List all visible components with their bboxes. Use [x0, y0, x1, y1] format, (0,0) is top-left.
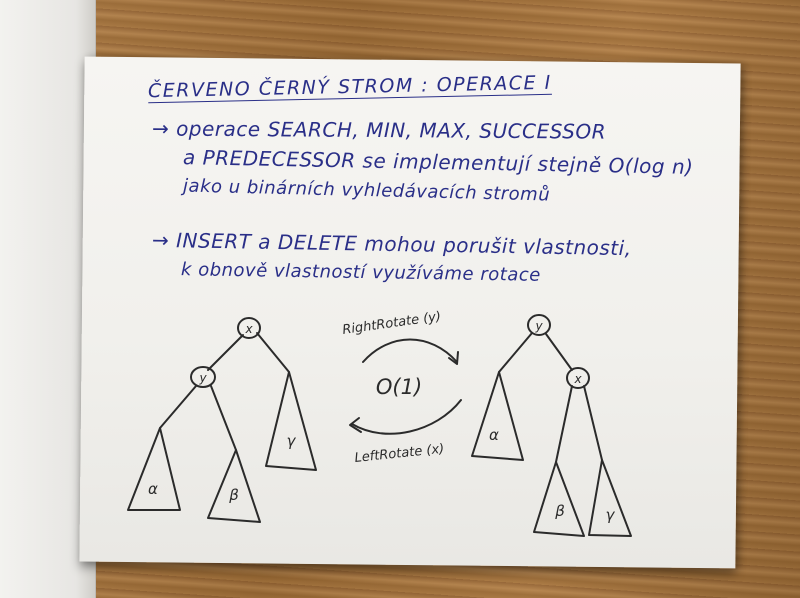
left-edge-child-alpha [159, 385, 197, 429]
left-subtree-beta [207, 449, 261, 523]
complexity-label: O(1) [376, 375, 422, 399]
left-child-node [190, 366, 216, 388]
left-edge-root-child [207, 334, 244, 371]
right-rotate-arrowhead [448, 351, 459, 365]
left-rotate-arrowhead [349, 417, 362, 433]
right-edge-child-gamma [583, 385, 603, 461]
right-gamma-label: γ [606, 506, 616, 524]
left-subtree-alpha [127, 427, 181, 511]
left-rotate-arrow [351, 399, 462, 435]
left-edge-child-beta [210, 385, 237, 451]
left-subtree-gamma [265, 371, 317, 471]
left-rotate-label: LeftRotate (x) [354, 442, 445, 466]
right-subtree-alpha [471, 371, 524, 461]
left-child-label: y [198, 371, 207, 385]
left-gamma-label: γ [287, 432, 297, 450]
right-edge-root-alpha [498, 332, 533, 373]
right-alpha-label: α [489, 426, 499, 444]
right-beta-label: β [554, 502, 565, 520]
left-edge-root-gamma [256, 332, 290, 373]
right-edge-child-beta [555, 385, 573, 463]
right-subtree-beta [533, 461, 585, 537]
right-child-node [566, 367, 590, 389]
right-root-node [527, 314, 551, 336]
right-root-label: y [534, 319, 543, 333]
left-root-label: x [244, 322, 253, 336]
left-alpha-label: α [148, 480, 158, 498]
right-rotate-arrow [362, 338, 458, 363]
right-rotate-label: RightRotate (y) [341, 309, 441, 338]
left-root-node [237, 317, 261, 339]
right-edge-root-child [545, 333, 573, 371]
left-beta-label: β [228, 486, 239, 504]
right-child-label: x [573, 372, 582, 386]
right-subtree-gamma [588, 459, 632, 537]
